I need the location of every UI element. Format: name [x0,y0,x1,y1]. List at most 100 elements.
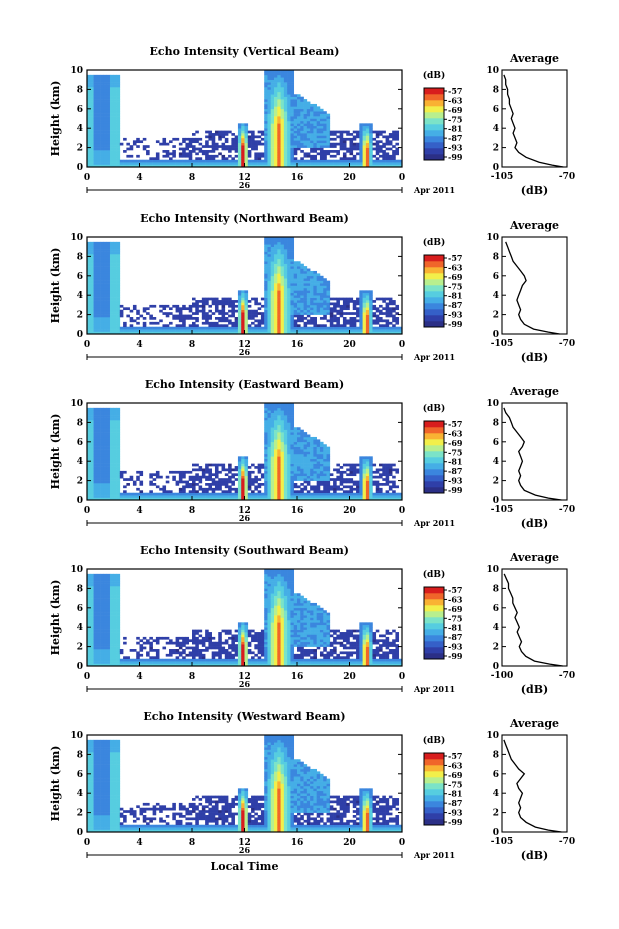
heatmap-cell [241,152,245,156]
heatmap-cell [90,164,94,168]
heatmap-cell [211,135,216,139]
heatmap-cell [96,312,101,315]
heatmap-cell [162,324,167,328]
heatmap-cell [310,475,314,479]
heatmap-cell [339,326,344,330]
heatmap-cell [96,137,101,141]
heatmap-cell [132,480,137,484]
heatmap-cell [96,473,101,477]
heatmap-cell [103,295,107,298]
heatmap-cell [264,111,268,114]
heatmap-cell [287,118,291,122]
heatmap-cell [290,324,295,328]
heatmap-cell [100,490,104,494]
heatmap-cell [260,497,265,501]
heatmap-cell [300,106,304,110]
heatmap-cell [100,162,104,165]
heatmap-cell [208,317,212,320]
heatmap-cell [218,483,222,486]
heatmap-cell [270,70,275,73]
heatmap-cell [90,140,94,144]
heatmap-cell [178,142,183,146]
heatmap-cell [385,312,390,315]
heatmap-cell [313,321,317,325]
heatmap-cell [300,319,304,323]
heatmap-cell [93,99,98,102]
heatmap-cell [109,319,114,323]
heatmap-cell [287,108,291,112]
heatmap-cell [316,159,321,163]
heatmap-cell [365,302,370,306]
heatmap-cell [100,446,104,450]
heatmap-cell [352,470,357,474]
heatmap-cell [392,152,396,156]
heatmap-cell [290,77,295,80]
heatmap-cell [313,133,317,136]
heatmap-cell [385,147,390,151]
heatmap-cell [342,324,347,328]
heatmap-cell [93,113,98,117]
heatmap-cell [123,159,127,163]
heatmap-cell [388,331,393,335]
heatmap-cell [277,436,281,440]
heatmap-cell [369,292,373,296]
heatmap-cell [303,287,308,291]
heatmap-cell [382,135,386,139]
heatmap-cell [106,101,111,105]
heatmap-cell [333,137,337,141]
heatmap-cell [178,152,183,156]
heatmap-cell [93,125,98,129]
heatmap-cell [267,246,272,250]
heatmap-cell [90,120,94,124]
heatmap-cell [306,449,311,452]
heatmap-cell [382,324,386,328]
heatmap-cell [264,490,268,494]
heatmap-cell [270,266,275,269]
heatmap-cell [290,300,295,303]
heatmap-cell [87,162,91,165]
heatmap-cell [274,275,278,279]
heatmap-cell [205,297,209,301]
heatmap-cell [290,436,295,440]
heatmap-cell [93,147,98,151]
heatmap-cell [313,490,317,494]
heatmap-cell [274,106,278,110]
heatmap-cell [93,317,98,320]
heatmap-cell [106,244,111,247]
heatmap-cell [310,125,314,129]
heatmap-cell [283,137,288,141]
heatmap-cell [388,164,393,168]
heatmap-cell [90,439,94,443]
heatmap-cell [241,130,245,134]
heatmap-cell [313,145,317,148]
heatmap-cell [159,159,163,163]
heatmap-cell [290,451,295,455]
heatmap-cell [198,147,203,151]
heatmap-cell [329,133,334,136]
heatmap-cell [283,317,288,320]
heatmap-cell [109,449,114,452]
heatmap-cell [339,483,344,486]
heatmap-cell [313,317,317,320]
heatmap-cell [365,295,370,298]
heatmap-cell [103,417,107,421]
heatmap-cell [283,96,288,100]
heatmap-cell [395,142,400,146]
heatmap-cell [336,152,340,156]
heatmap-cell [264,123,268,127]
heatmap-cell [221,302,226,306]
heatmap-cell [283,86,288,90]
heatmap-cell [90,458,94,462]
heatmap-cell [106,273,111,277]
heatmap-cell [218,478,222,481]
heatmap-cell [306,480,311,484]
heatmap-cell [306,304,311,308]
heatmap-cell [326,283,331,286]
heatmap-cell [274,263,278,267]
profile-title: Average [509,219,559,232]
heatmap-cell [310,120,314,124]
heatmap-cell [132,159,137,163]
heatmap-cell [136,331,140,335]
heatmap-cell [356,312,360,315]
heatmap-cell [169,157,173,161]
